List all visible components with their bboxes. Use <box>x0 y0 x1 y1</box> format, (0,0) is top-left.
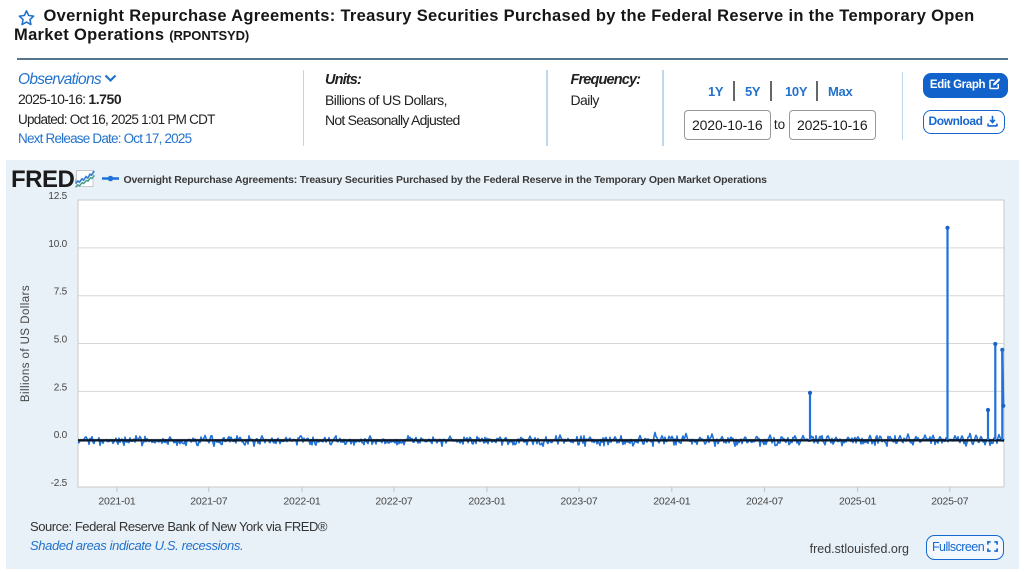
svg-text:2.5: 2.5 <box>54 382 68 393</box>
svg-text:5.0: 5.0 <box>54 335 68 346</box>
svg-text:-2.5: -2.5 <box>51 478 68 489</box>
svg-text:2023-07: 2023-07 <box>560 496 597 508</box>
svg-text:10.0: 10.0 <box>48 239 67 250</box>
svg-text:Billions of US Dollars: Billions of US Dollars <box>20 285 32 402</box>
svg-text:12.5: 12.5 <box>48 191 67 202</box>
svg-text:2024-01: 2024-01 <box>653 496 690 508</box>
svg-text:2024-07: 2024-07 <box>746 496 783 508</box>
svg-text:2025-01: 2025-01 <box>839 496 876 508</box>
svg-text:2023-01: 2023-01 <box>468 496 505 508</box>
svg-text:2021-07: 2021-07 <box>190 496 227 508</box>
svg-text:2022-07: 2022-07 <box>375 496 412 508</box>
svg-text:2021-01: 2021-01 <box>98 496 135 508</box>
svg-text:2022-01: 2022-01 <box>283 496 320 508</box>
svg-text:0.0: 0.0 <box>54 430 68 441</box>
svg-text:7.5: 7.5 <box>54 287 68 298</box>
svg-text:2025-07: 2025-07 <box>931 496 968 508</box>
